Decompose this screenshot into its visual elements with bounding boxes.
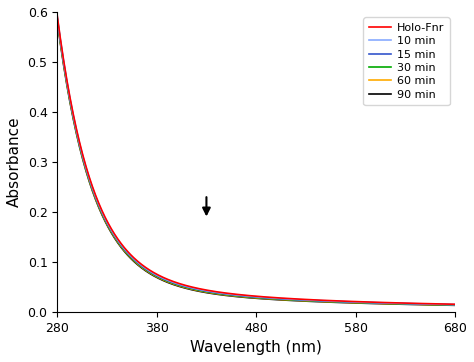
15 min [55, 16, 60, 20]
90 min [243, 295, 249, 300]
60 min [55, 17, 60, 22]
60 min [443, 303, 448, 307]
Legend: Holo-Fnr, 10 min, 15 min, 30 min, 60 min, 90 min: Holo-Fnr, 10 min, 15 min, 30 min, 60 min… [363, 17, 449, 105]
Line: 15 min: 15 min [57, 18, 455, 305]
90 min [452, 303, 458, 307]
Line: 90 min: 90 min [57, 21, 455, 305]
10 min [243, 294, 249, 298]
60 min [270, 297, 275, 301]
30 min [246, 295, 251, 299]
30 min [270, 296, 275, 301]
10 min [55, 14, 60, 19]
30 min [443, 303, 448, 307]
10 min [270, 296, 275, 300]
15 min [381, 301, 386, 305]
15 min [443, 302, 448, 307]
90 min [381, 302, 386, 306]
60 min [243, 295, 249, 299]
10 min [246, 294, 251, 298]
Holo-Fnr [243, 293, 249, 298]
Line: Holo-Fnr: Holo-Fnr [57, 16, 455, 304]
60 min [246, 295, 251, 299]
30 min [381, 301, 386, 306]
10 min [291, 297, 297, 302]
Holo-Fnr [246, 293, 251, 298]
Holo-Fnr [443, 302, 448, 306]
10 min [381, 301, 386, 305]
60 min [381, 301, 386, 306]
Holo-Fnr [55, 13, 60, 18]
Line: 60 min: 60 min [57, 20, 455, 305]
X-axis label: Wavelength (nm): Wavelength (nm) [190, 340, 322, 355]
60 min [291, 298, 297, 302]
10 min [452, 302, 458, 307]
90 min [55, 18, 60, 23]
30 min [55, 16, 60, 21]
15 min [243, 294, 249, 298]
30 min [243, 294, 249, 299]
Holo-Fnr [452, 302, 458, 306]
60 min [452, 303, 458, 307]
Holo-Fnr [381, 300, 386, 305]
Line: 10 min: 10 min [57, 17, 455, 304]
30 min [452, 303, 458, 307]
15 min [291, 298, 297, 302]
Holo-Fnr [270, 295, 275, 300]
Y-axis label: Absorbance: Absorbance [7, 117, 22, 207]
90 min [270, 297, 275, 302]
30 min [291, 298, 297, 302]
15 min [270, 296, 275, 300]
90 min [246, 295, 251, 300]
15 min [246, 294, 251, 299]
90 min [291, 298, 297, 303]
90 min [443, 303, 448, 307]
15 min [452, 303, 458, 307]
10 min [443, 302, 448, 307]
Line: 30 min: 30 min [57, 18, 455, 305]
Holo-Fnr [291, 297, 297, 301]
